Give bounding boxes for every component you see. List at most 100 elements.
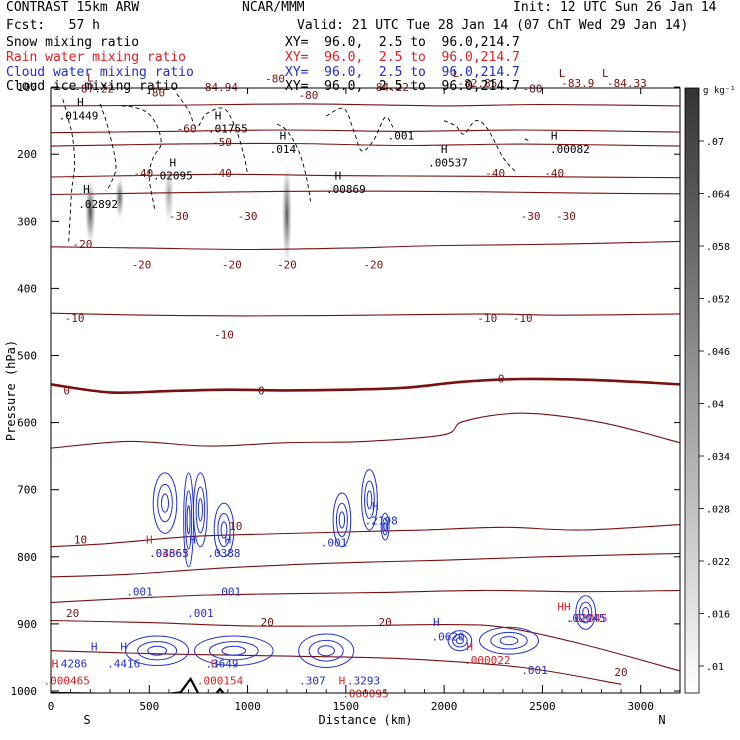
colorbar-tick-label: .046 — [706, 347, 730, 358]
contour-label: .000465 — [44, 674, 90, 687]
isotherm-line — [51, 552, 680, 578]
cloud-water-layer — [125, 469, 596, 669]
contour-label: H — [211, 658, 218, 671]
ice-contour — [325, 107, 394, 152]
field-name-cloud-ice: Cloud ice mixing ratio — [6, 79, 179, 94]
south-end-label: S — [83, 713, 90, 727]
org-label: NCAR/MMM — [242, 0, 305, 15]
north-end-label: N — [658, 713, 665, 727]
cloud-water-contour — [185, 490, 193, 550]
contour-label: H — [120, 641, 127, 654]
contour-label: -30 — [521, 210, 541, 223]
field-name-snow: Snow mixing ratio — [6, 35, 140, 50]
cloud-water-contour — [575, 595, 596, 630]
y-tick-label: 600 — [17, 417, 37, 430]
colorbar-gradient — [684, 87, 700, 694]
contour-label: -50 — [212, 136, 232, 149]
cloud-water-contour — [197, 498, 203, 522]
contour-label: .001 — [521, 664, 548, 677]
contour-label: .02045 — [568, 612, 608, 625]
cloud-water-contour — [193, 635, 274, 667]
contour-label: .000022 — [464, 654, 510, 667]
contour-label: -80 — [145, 86, 165, 99]
contour-label: -20 — [363, 258, 383, 271]
ice-shading-layer — [84, 157, 293, 272]
contour-label: .001 — [126, 586, 153, 599]
contour-label: H — [52, 658, 59, 671]
cloud-water-contour — [152, 472, 178, 534]
cloud-water-contour — [383, 522, 387, 532]
contour-label: 20 — [614, 666, 627, 679]
contour-label: .0388 — [207, 547, 240, 560]
ice-contour — [176, 93, 249, 175]
contour-label: -10 — [477, 312, 497, 325]
contour-label: .00537 — [428, 156, 468, 169]
colorbar-tick-label: .016 — [706, 610, 730, 621]
y-tick-label: 700 — [17, 484, 37, 497]
colorbar: g kg⁻¹ .01 .016 .022 .028 .034 .04 .046 .052 .058… — [684, 86, 736, 694]
contour-label: .0620 — [431, 631, 464, 644]
contour-label: L — [453, 67, 460, 80]
cloud-water-contour — [479, 626, 539, 655]
contour-label: -87.22 — [74, 82, 114, 95]
colorbar-tick-label: .052 — [706, 295, 730, 306]
contour-label: .000154 — [197, 674, 244, 687]
contour-label: .4416 — [107, 658, 140, 671]
colorbar-tick-label: .07 — [706, 137, 724, 148]
contour-label: 10 — [74, 533, 87, 546]
contour-label: 0 — [63, 384, 70, 397]
contour-label: -40 — [212, 167, 232, 180]
contour-label: 0 — [258, 384, 265, 397]
x-tick-label: 1500 — [333, 700, 360, 713]
isotherm-line — [51, 377, 680, 395]
x-tick-label: 500 — [139, 700, 159, 713]
contour-label: HH — [557, 600, 570, 613]
contour-label: .001 — [215, 586, 242, 599]
contour-label: -10 — [214, 329, 234, 342]
y-tick-label: 800 — [17, 551, 37, 564]
x-tick-label: 0 — [48, 700, 55, 713]
contour-label: H — [225, 533, 232, 546]
contour-label: .02045 — [566, 612, 606, 625]
cloud-water-contour — [382, 517, 389, 536]
colorbar-tick-label: .01 — [706, 662, 724, 673]
contour-label: -80 — [265, 72, 285, 85]
contour-label: 20 — [66, 607, 79, 620]
isotherm-line — [51, 619, 680, 672]
y-tick-label: 200 — [17, 148, 37, 161]
y-tick-label: 900 — [17, 618, 37, 631]
contour-label: .001 — [388, 129, 415, 142]
field-name-rain: Rain water mixing ratio — [6, 50, 187, 65]
contour-label: H — [441, 143, 448, 156]
contour-label: .3649 — [205, 658, 238, 671]
cloud-water-contour — [335, 502, 348, 538]
valid-time: Valid: 21 UTC Tue 28 Jan 14 (07 ChT Wed … — [297, 18, 689, 33]
cloud-water-contour — [364, 480, 375, 519]
contour-label: -80 — [523, 82, 543, 95]
colorbar-tick-label: .022 — [706, 557, 730, 568]
cloud-water-contour — [213, 502, 235, 558]
colorbar-tick-label: .028 — [706, 505, 730, 516]
contour-label: 20 — [379, 616, 392, 629]
contour-label: H — [91, 641, 98, 654]
cloud-water-contour — [308, 639, 344, 662]
contour-label: -30 — [556, 210, 576, 223]
field-xy-cloud-water: XY= 96.0, 2.5 to 96.0,214.7 — [285, 65, 520, 80]
contour-label: -20 — [222, 258, 242, 271]
cloud-water-contour — [499, 636, 519, 646]
cloud-water-contour — [579, 601, 593, 624]
field-xy-cloud-ice: XY= 96.0, 2.5 to 96.0,214.7 — [285, 79, 520, 94]
model-title: CONTRAST 15km ARW — [6, 0, 140, 15]
contour-label: H — [335, 170, 342, 183]
contour-label: 0 — [498, 372, 505, 385]
cloud-water-contour — [193, 472, 208, 548]
y-axis-label: Pressure (hPa) — [4, 340, 18, 441]
contour-label: .02095 — [153, 170, 193, 183]
contour-label: H — [339, 674, 346, 687]
contour-label: -40 — [485, 167, 505, 180]
cloud-water-contour — [217, 512, 231, 548]
cloud-water-contour — [582, 606, 590, 619]
field-labels-layer: L L L L-87.22 -80 -84.94-80-80-84.22 -82.85 -80… — [44, 67, 647, 701]
contour-label: -60 — [177, 123, 197, 136]
cloud-water-contour — [186, 505, 191, 535]
